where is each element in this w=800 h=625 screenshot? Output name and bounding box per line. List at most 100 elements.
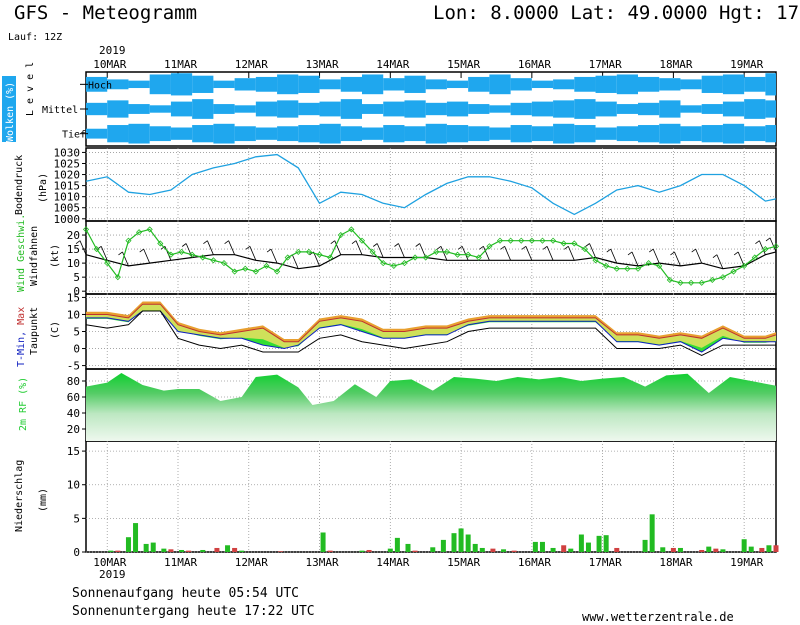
wind-unit-label: (kt) [50, 244, 61, 268]
wind-speed-marker [486, 243, 493, 250]
precip-bar [603, 535, 609, 552]
year-label-bottom: 2019 [99, 568, 126, 581]
cloud-cell [701, 75, 723, 93]
wind-speed-marker [327, 254, 334, 261]
cloud-cell [86, 128, 108, 139]
wind-speed-marker [178, 248, 185, 255]
wind-barb-feather [670, 251, 675, 256]
cloud-cell [319, 123, 341, 144]
wind-speed-marker [518, 237, 525, 244]
cloud-cell [425, 102, 447, 116]
cloud-cell [340, 126, 362, 142]
precip-bar [405, 543, 411, 552]
cloud-cell [531, 80, 554, 89]
wind-speed-marker [571, 240, 578, 247]
sunset-text: Sonnenuntergang heute 17:22 UTC [72, 604, 315, 619]
wind-speed-marker [242, 265, 249, 272]
date-label-top: 10MAR [93, 58, 126, 71]
wind-barb-feather [118, 251, 123, 256]
precip-bar [320, 532, 326, 552]
wind-speed-marker [146, 226, 153, 233]
wind-barb-feather [500, 245, 505, 250]
wind-speed-marker [369, 248, 376, 255]
cloud-cell [383, 125, 405, 143]
precip-bar [143, 543, 149, 552]
cloud-cell [86, 76, 108, 92]
chart-title: GFS - Meteogramm [14, 2, 198, 24]
precip-bar [649, 514, 655, 552]
wind-barb [716, 254, 724, 269]
y-tick-label-precipitation: 10 [67, 479, 80, 492]
cloud-cell [595, 101, 617, 117]
wind-speed-marker [337, 231, 344, 239]
wind-speed-marker [220, 260, 228, 267]
cloud-cell [298, 102, 320, 116]
cloud-cell [638, 76, 660, 92]
wind-barb [567, 246, 575, 261]
wind-axis-label: Wind Geschwi. [16, 214, 27, 292]
wind-speed-marker [719, 274, 726, 281]
cloud-cell [149, 74, 171, 95]
precip-bar [511, 550, 517, 552]
wind-barb [100, 246, 108, 261]
precip-bar [440, 539, 446, 552]
wind-speed-marker [189, 251, 196, 258]
wind-barb [398, 243, 405, 258]
run-label: Lauf: 12Z [8, 32, 63, 43]
precip-bar [214, 547, 220, 552]
location-info: Lon: 8.0000 Lat: 49.0000 Hgt: 17 [433, 2, 800, 24]
y-tick-label-pressure: 1015 [54, 180, 81, 193]
website-link[interactable]: www.wetterzentrale.de [582, 610, 734, 624]
cloud-cell [234, 126, 256, 142]
cloud-level-caption: L e v e l [25, 62, 36, 116]
cloud-cell [701, 125, 723, 143]
wind-speed-marker [305, 248, 312, 255]
precip-bar [161, 548, 167, 552]
wind-speed-marker [475, 254, 482, 261]
cloud-cell [659, 100, 681, 118]
wind-barb-feather [457, 245, 463, 250]
temp-axis-label-part: Max [16, 307, 27, 325]
cloud-cell [765, 73, 776, 96]
date-label-top: 19MAR [730, 58, 763, 71]
cloud-cell [468, 126, 490, 142]
pressure-unit-label: (hPa) [38, 173, 49, 203]
wind-barb [440, 246, 448, 261]
wind-speed-marker [698, 279, 705, 286]
cloud-cell [531, 101, 554, 117]
wind-barb [270, 248, 278, 264]
y-tick-label-temperature: 0 [73, 343, 80, 356]
wind-barb-feather [224, 240, 229, 245]
cloud-cell [574, 125, 596, 143]
precip-bar [561, 545, 567, 552]
cloud-cell [298, 125, 320, 143]
date-label-bottom: 10MAR [93, 556, 126, 569]
wind-barb [143, 248, 151, 264]
y-tick-label-temperature: -5 [67, 360, 80, 373]
cloud-cell [701, 104, 723, 114]
cloud-cell [383, 78, 405, 91]
wind-speed-marker [422, 254, 429, 261]
wind-speed-marker [167, 251, 174, 258]
precip-bar [550, 547, 556, 552]
dewpoint-line [85, 310, 776, 356]
temp-axis-label-part: T-Min, [16, 325, 27, 367]
wind-barb-feather [181, 243, 187, 247]
wind-barb [461, 246, 469, 261]
wind-barb-feather [542, 245, 548, 250]
precip-bar [327, 550, 333, 552]
precip-bar [200, 549, 206, 552]
y-tick-label-pressure: 1020 [54, 169, 81, 182]
precip-bar [278, 551, 284, 552]
date-label-top: 14MAR [376, 58, 409, 71]
date-label-top: 15MAR [447, 58, 480, 71]
precip-bar [532, 541, 538, 552]
cloud-cell [659, 123, 681, 144]
date-label-bottom: 18MAR [659, 556, 692, 569]
wind-barb-feather [755, 240, 760, 245]
cloud-cell [277, 74, 299, 95]
precip-bar [179, 549, 185, 552]
cloud-cell [744, 99, 766, 119]
cloud-cell [383, 101, 405, 117]
